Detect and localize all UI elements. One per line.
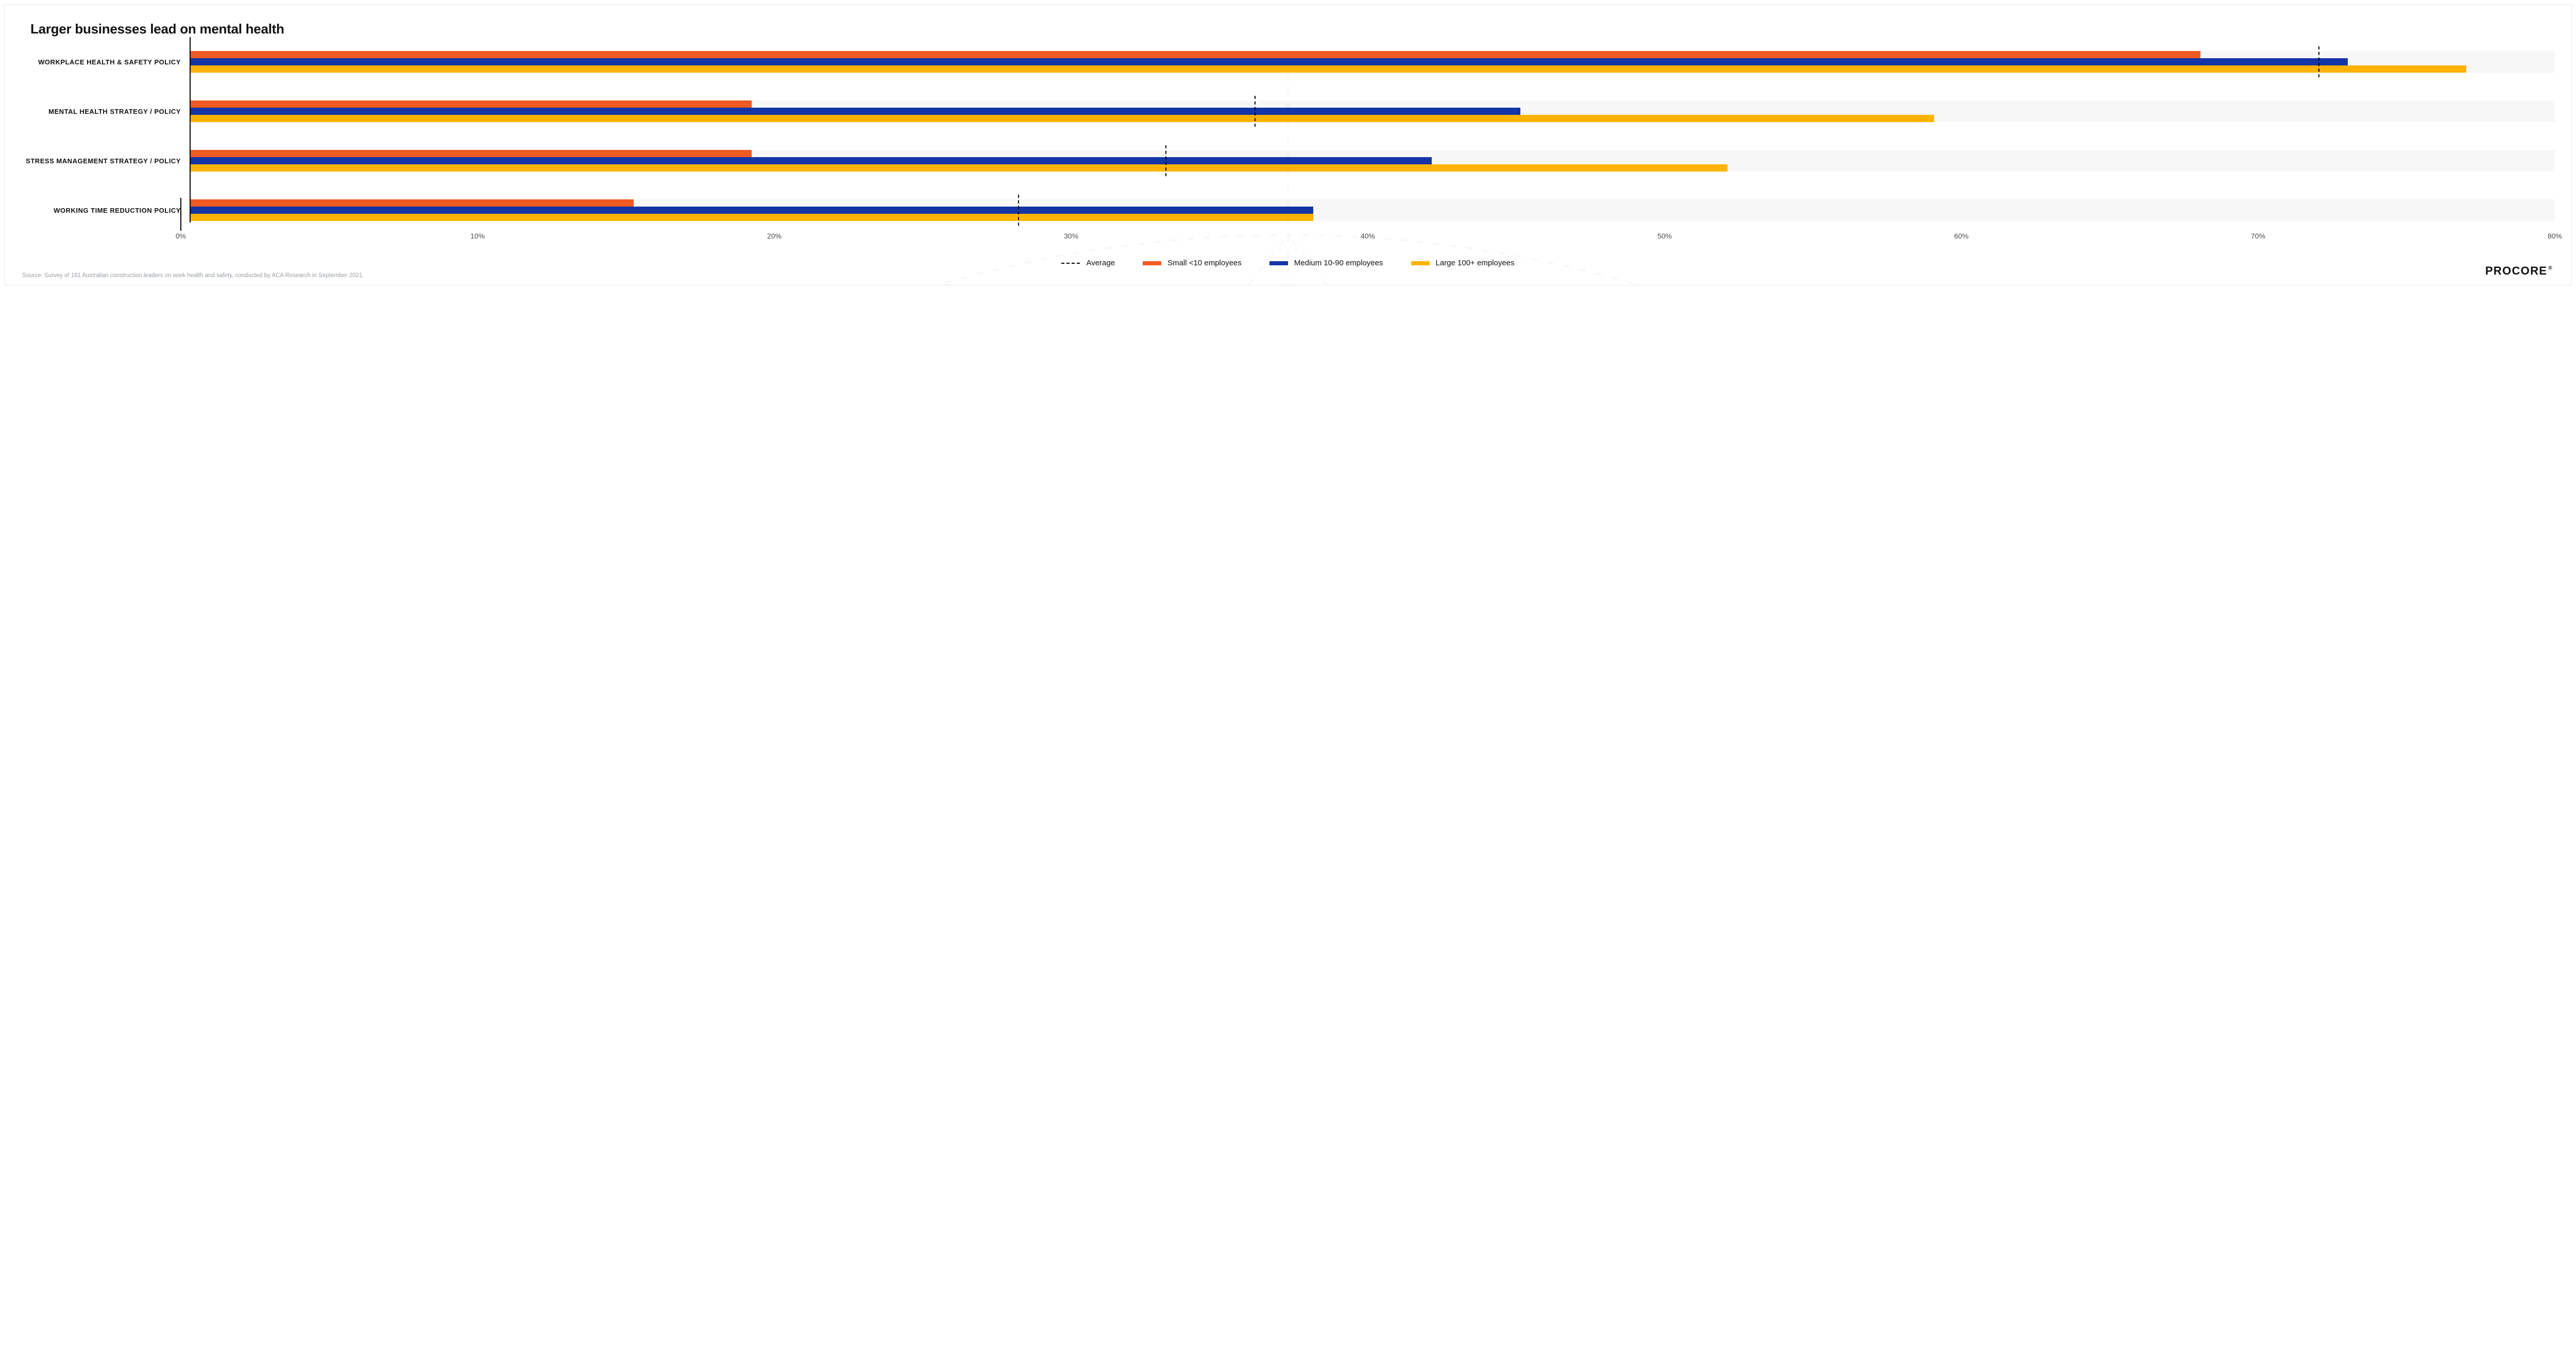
average-marker: [1018, 195, 1019, 226]
legend-item-small: Small <10 employees: [1143, 259, 1242, 267]
category-label: WORKING TIME REDUCTION POLICY: [21, 207, 181, 214]
x-tick: 80%: [2548, 232, 2562, 240]
x-tick: 10%: [470, 232, 485, 240]
chart-card: Larger businesses lead on mental health …: [4, 4, 2572, 285]
brand-logo: PROCORE®: [2485, 264, 2553, 278]
source-note: Source: Survey of 161 Australian constru…: [22, 273, 2555, 279]
legend-label: Average: [1086, 259, 1115, 267]
category-label: WORKPLACE HEALTH & SAFETY POLICY: [21, 58, 181, 66]
x-tick: 30%: [1064, 232, 1078, 240]
category-row: WORKING TIME REDUCTION POLICY: [21, 198, 2555, 223]
y-axis-segment: [190, 124, 191, 173]
legend-label: Small <10 employees: [1167, 259, 1242, 267]
y-axis-segment: [180, 198, 181, 231]
x-tick: 70%: [2251, 232, 2265, 240]
bar-small: [190, 199, 634, 207]
bar-small: [190, 150, 752, 157]
bar-group: [190, 148, 2555, 173]
bar-group: [190, 99, 2555, 124]
legend-item-medium: Medium 10-90 employees: [1269, 259, 1383, 267]
brand-registered: ®: [2548, 265, 2553, 271]
bar-medium: [190, 58, 2348, 65]
bar-large: [190, 65, 2466, 73]
legend-item-average: Average: [1061, 259, 1115, 267]
x-tick: 60%: [1954, 232, 1969, 240]
legend-swatch-average: [1061, 263, 1080, 264]
bar-medium: [190, 207, 1313, 214]
y-axis-segment: [190, 74, 191, 124]
x-tick: 50%: [1657, 232, 1672, 240]
y-axis-segment: [190, 37, 191, 74]
y-axis-segment: [190, 173, 191, 223]
average-marker: [1165, 145, 1166, 176]
bar-group: [190, 198, 2555, 223]
category-row: WORKPLACE HEALTH & SAFETY POLICY: [21, 49, 2555, 74]
legend-label: Large 100+ employees: [1436, 259, 1515, 267]
bar-medium: [190, 157, 1432, 164]
bar-large: [190, 164, 1727, 172]
category-label: STRESS MANAGEMENT STRATEGY / POLICY: [21, 157, 181, 165]
x-tick: 0%: [176, 232, 186, 240]
x-tick: 20%: [767, 232, 782, 240]
x-axis: 0%10%20%30%40%50%60%70%80%: [21, 228, 2555, 246]
category-label: MENTAL HEALTH STRATEGY / POLICY: [21, 108, 181, 115]
bar-small: [190, 51, 2200, 58]
average-marker: [2318, 46, 2319, 77]
legend-label: Medium 10-90 employees: [1294, 259, 1383, 267]
legend: Average Small <10 employees Medium 10-90 e…: [21, 259, 2555, 267]
legend-swatch: [1411, 261, 1430, 265]
x-tick: 40%: [1361, 232, 1375, 240]
chart: WORKPLACE HEALTH & SAFETY POLICY MENTAL H…: [21, 49, 2555, 246]
bar-large: [190, 214, 1313, 221]
category-row: MENTAL HEALTH STRATEGY / POLICY: [21, 99, 2555, 124]
brand-text: PROCORE: [2485, 264, 2547, 278]
bar-group: [190, 49, 2555, 74]
category-row: STRESS MANAGEMENT STRATEGY / POLICY: [21, 148, 2555, 173]
chart-title: Larger businesses lead on mental health: [30, 21, 2555, 37]
legend-swatch: [1143, 261, 1161, 265]
average-marker: [1255, 96, 1256, 127]
bar-medium: [190, 108, 1520, 115]
legend-swatch: [1269, 261, 1288, 265]
legend-item-large: Large 100+ employees: [1411, 259, 1515, 267]
bar-large: [190, 115, 1934, 122]
bar-small: [190, 100, 752, 108]
